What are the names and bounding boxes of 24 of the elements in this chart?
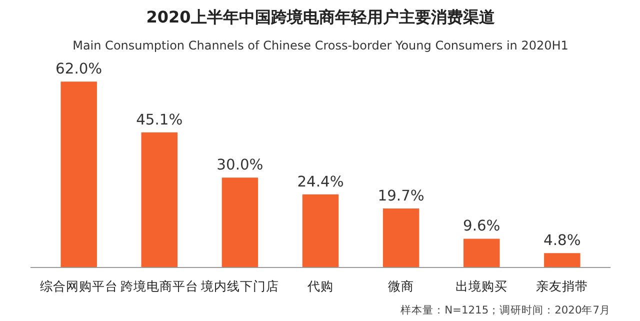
bar — [302, 194, 339, 268]
bar — [222, 178, 258, 268]
data-label: 62.0% — [56, 60, 102, 78]
data-label: 19.7% — [378, 187, 424, 204]
bar — [544, 253, 580, 268]
x-tick-label: 跨境电商平台 — [120, 278, 198, 294]
x-tick-label: 亲友捎带 — [536, 278, 588, 294]
chart-title: 2020上半年中国跨境电商年轻用户主要消费渠道 — [146, 8, 496, 26]
data-label: 45.1% — [136, 111, 183, 128]
x-tick-label: 代购 — [306, 278, 334, 294]
bar — [60, 82, 97, 268]
data-label: 24.4% — [297, 173, 344, 190]
x-tick-label: 境内线下门店 — [200, 278, 279, 294]
x-tick-label: 综合网购平台 — [40, 278, 118, 294]
data-label: 4.8% — [544, 232, 581, 250]
x-tick-label: 出境购买 — [456, 278, 508, 294]
bar — [463, 238, 500, 268]
bar — [141, 132, 178, 268]
bar — [382, 208, 420, 268]
x-tick-label: 微商 — [388, 278, 414, 294]
data-label: 30.0% — [216, 156, 264, 174]
chart-subtitle: Main Consumption Channels of Chinese Cross-border Young Consumers in 2020H1 — [72, 38, 568, 52]
text: 样本量：N=1215；调研时间：2020年7月 — [400, 304, 611, 316]
data-label: 9.6% — [462, 218, 500, 235]
